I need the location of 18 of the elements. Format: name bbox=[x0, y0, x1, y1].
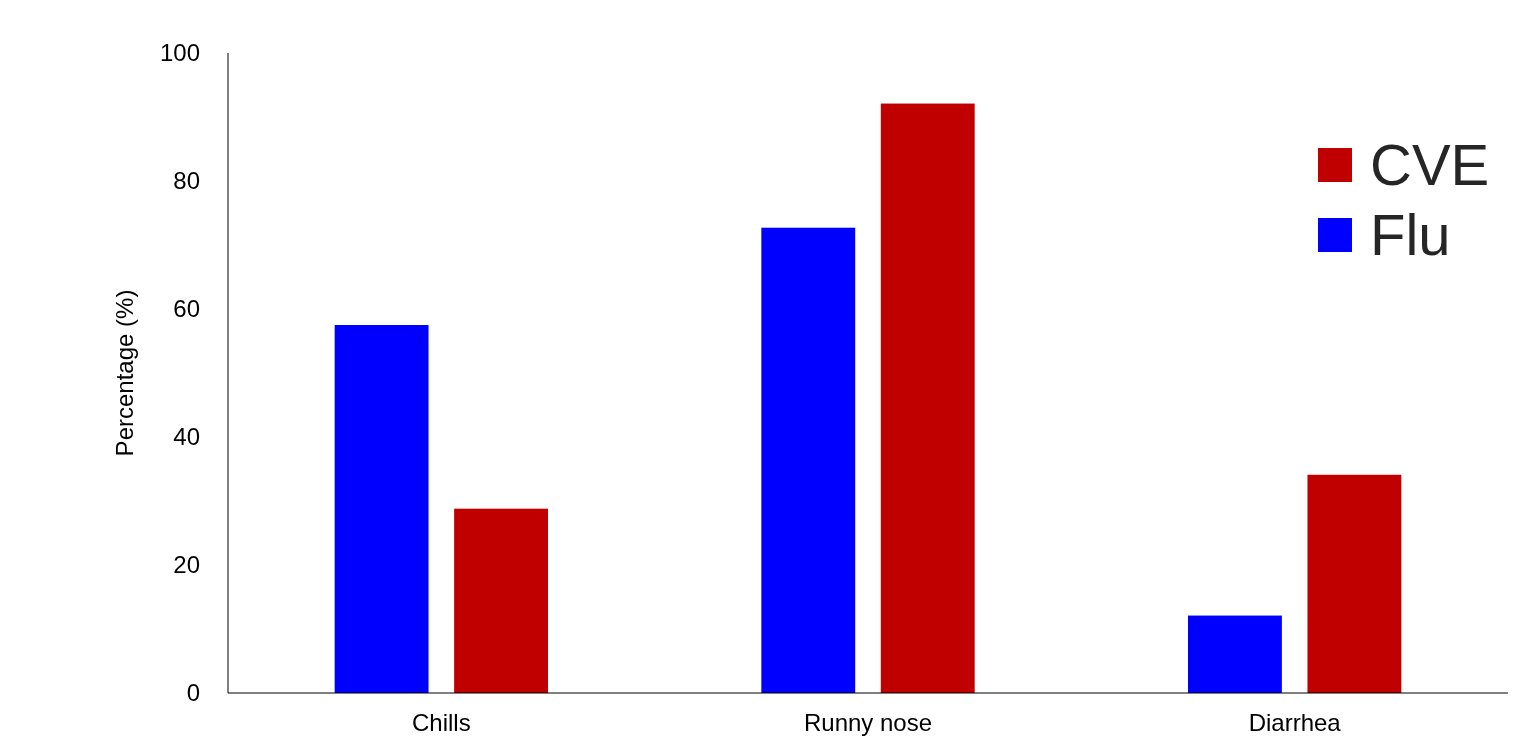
legend-label: CVE bbox=[1370, 132, 1490, 198]
x-tick-label: Runny nose bbox=[803, 709, 933, 736]
bar bbox=[454, 508, 548, 693]
bar bbox=[1307, 474, 1402, 693]
y-tick-label: 100 bbox=[159, 39, 200, 67]
legend-label: Flu bbox=[1370, 202, 1451, 268]
bar bbox=[334, 325, 429, 693]
y-tick-label: 40 bbox=[173, 423, 200, 451]
x-tick-label: Chills bbox=[411, 709, 471, 736]
x-tick-label: Diarrhea bbox=[1248, 709, 1342, 736]
bar bbox=[1188, 615, 1282, 693]
bar bbox=[880, 103, 975, 693]
y-tick-label: 20 bbox=[173, 551, 200, 579]
y-axis-title: Percentage (%) bbox=[111, 289, 138, 457]
y-tick-label: 0 bbox=[186, 679, 200, 707]
bar bbox=[761, 227, 856, 693]
y-tick-label: 60 bbox=[173, 295, 200, 323]
y-tick-label: 80 bbox=[173, 167, 200, 195]
